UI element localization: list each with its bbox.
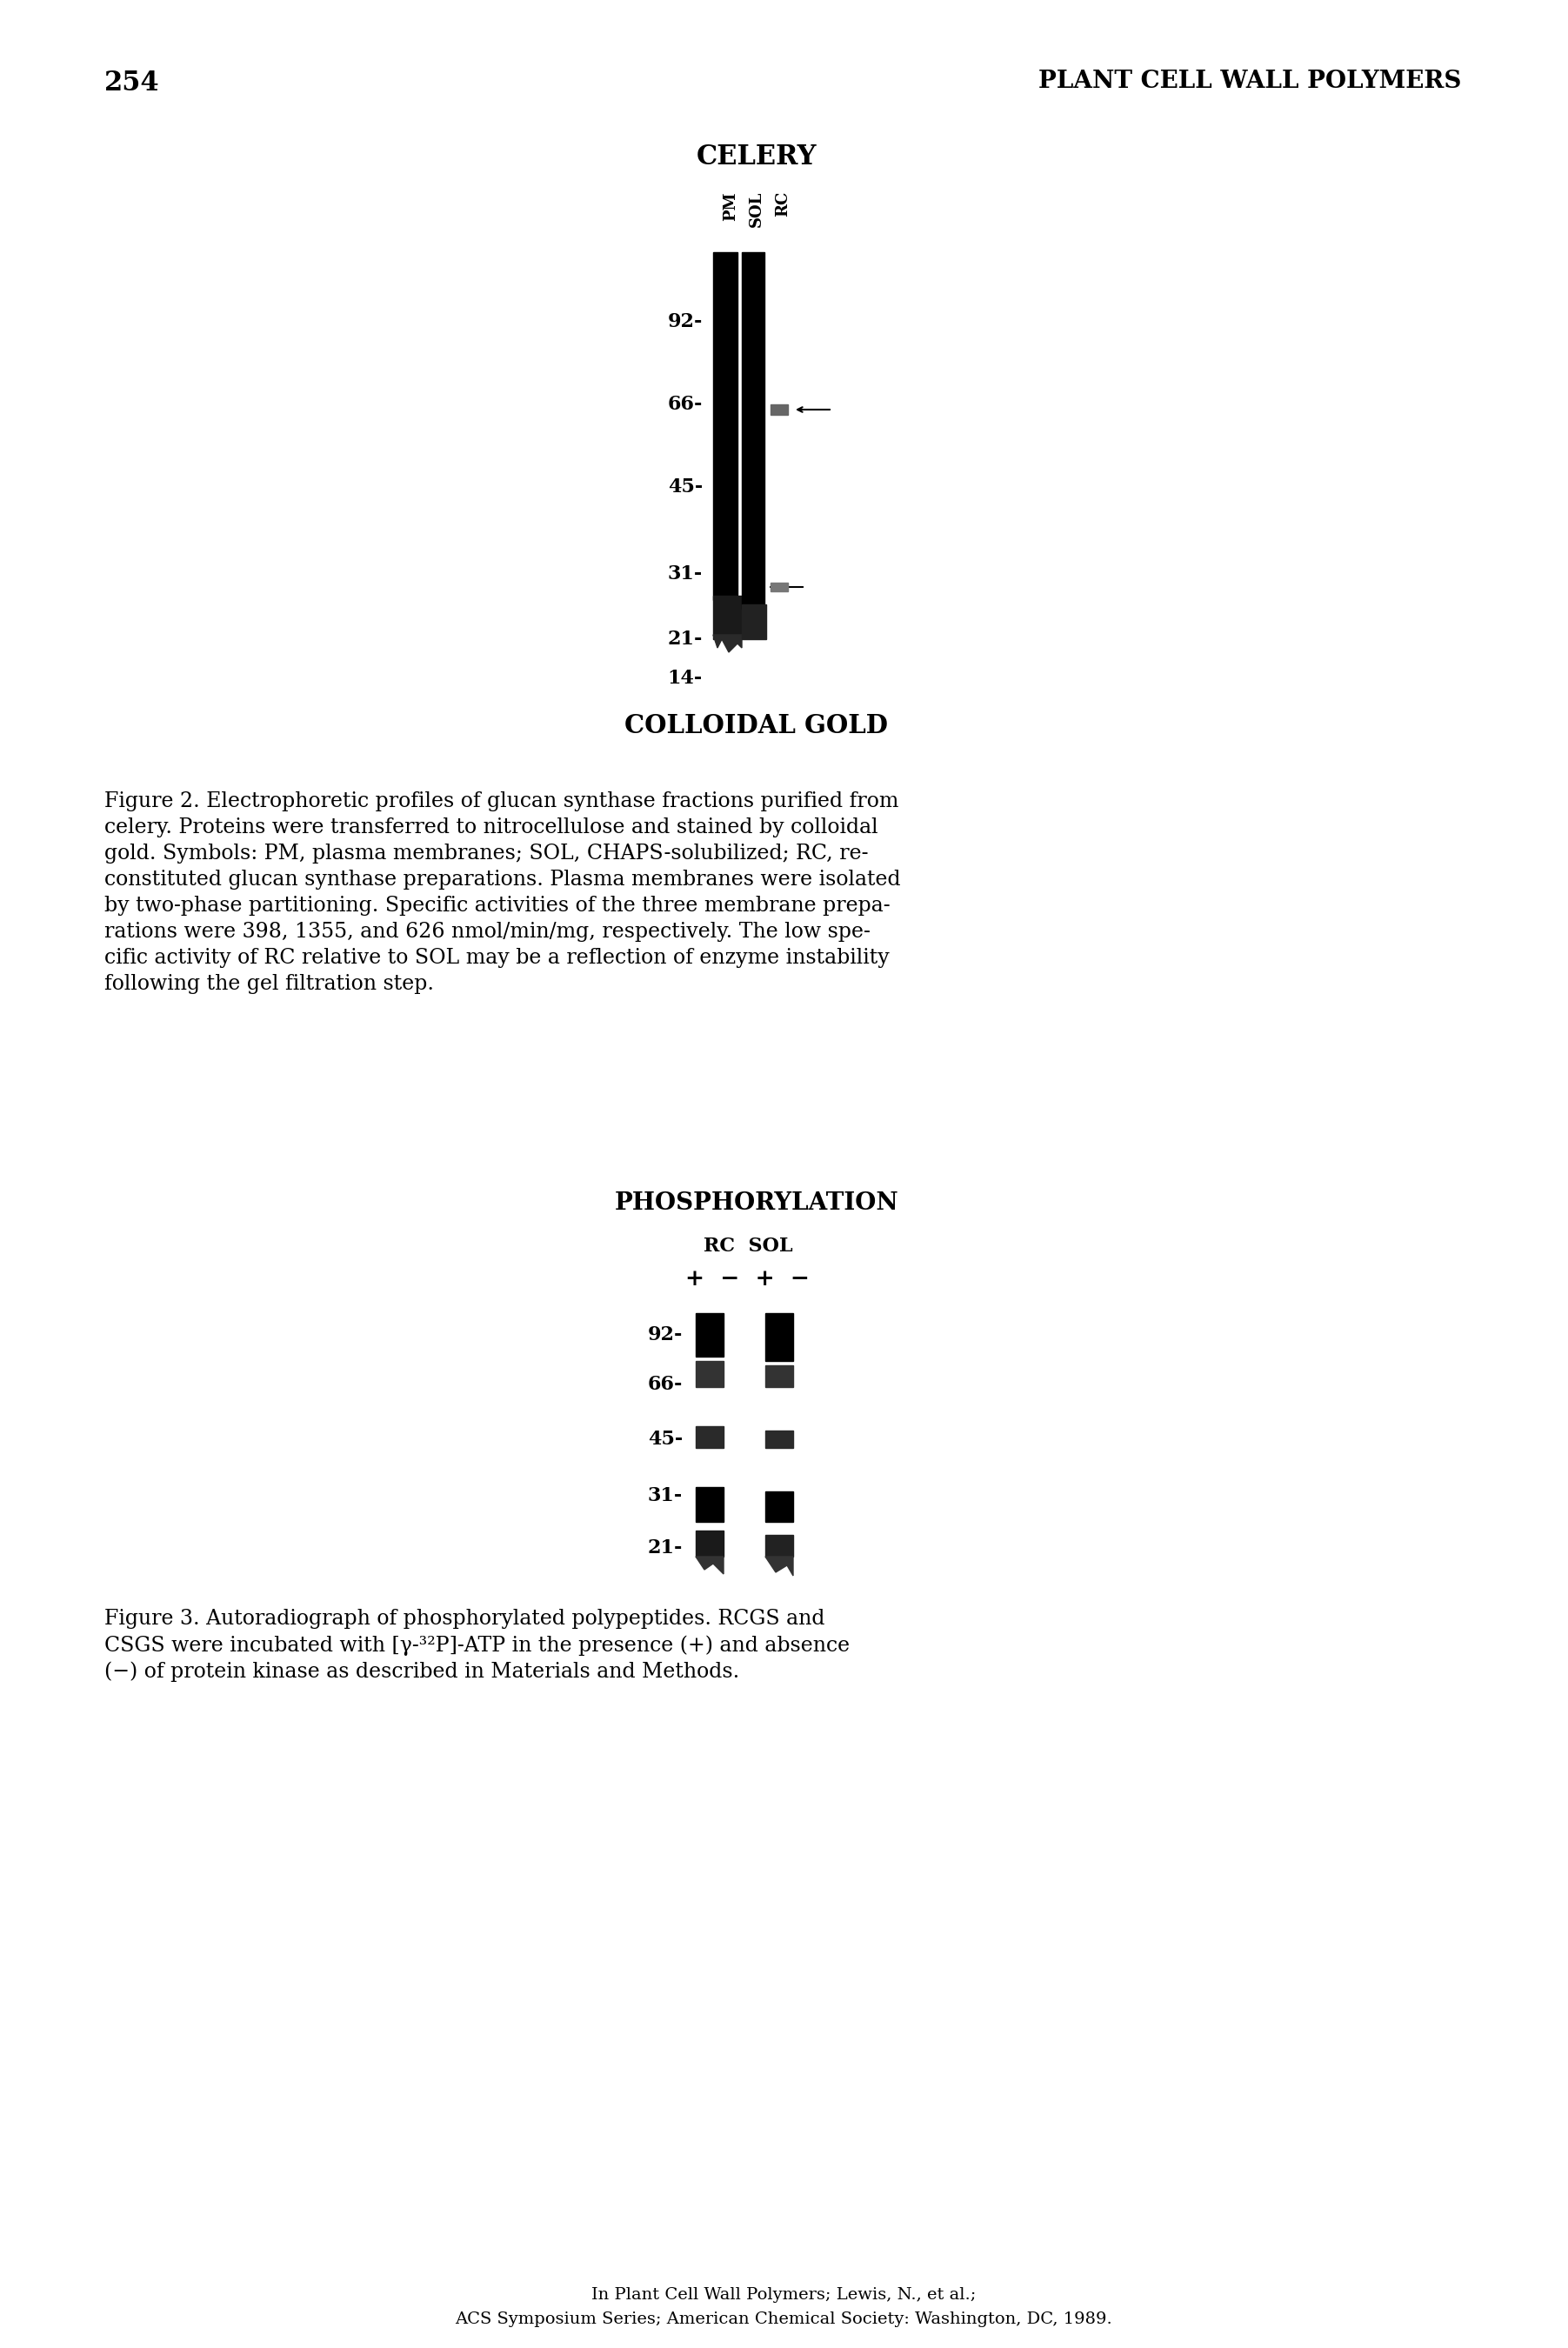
- Text: PHOSPHORYLATION: PHOSPHORYLATION: [615, 1190, 898, 1214]
- Bar: [696, 1486, 723, 1522]
- Bar: [742, 251, 765, 608]
- Text: Figure 3. Autoradiograph of phosphorylated polypeptides. RCGS and: Figure 3. Autoradiograph of phosphorylat…: [105, 1608, 825, 1630]
- Text: 21-: 21-: [648, 1538, 682, 1557]
- Text: gold. Symbols: PM, plasma membranes; SOL, CHAPS-solubilized; RC, re-: gold. Symbols: PM, plasma membranes; SOL…: [105, 843, 869, 864]
- Text: 45-: 45-: [648, 1430, 682, 1449]
- Text: In Plant Cell Wall Polymers; Lewis, N., et al.;: In Plant Cell Wall Polymers; Lewis, N., …: [591, 2287, 975, 2303]
- Text: CSGS were incubated with [γ-³²P]-ATP in the presence (+) and absence: CSGS were incubated with [γ-³²P]-ATP in …: [105, 1634, 850, 1655]
- Text: RC  SOL: RC SOL: [704, 1237, 792, 1256]
- Text: Figure 2. Electrophoretic profiles of glucan synthase fractions purified from: Figure 2. Electrophoretic profiles of gl…: [105, 791, 898, 812]
- Text: rations were 398, 1355, and 626 nmol/min/mg, respectively. The low spe-: rations were 398, 1355, and 626 nmol/min…: [105, 923, 870, 942]
- Text: PM: PM: [723, 190, 739, 221]
- Text: (−) of protein kinase as described in Materials and Methods.: (−) of protein kinase as described in Ma…: [105, 1660, 740, 1681]
- Polygon shape: [696, 1557, 723, 1573]
- Text: celery. Proteins were transferred to nitrocellulose and stained by colloidal: celery. Proteins were transferred to nit…: [105, 817, 878, 838]
- Bar: [696, 1425, 723, 1449]
- Text: 66-: 66-: [648, 1376, 682, 1395]
- Text: 254: 254: [105, 70, 160, 96]
- Text: 21-: 21-: [668, 629, 702, 648]
- Text: 92-: 92-: [668, 312, 702, 331]
- Text: constituted glucan synthase preparations. Plasma membranes were isolated: constituted glucan synthase preparations…: [105, 869, 900, 890]
- Bar: [696, 1362, 723, 1388]
- Bar: [713, 596, 742, 639]
- Text: 31-: 31-: [648, 1486, 682, 1505]
- Bar: [765, 1536, 793, 1557]
- Bar: [696, 1531, 723, 1557]
- Bar: [770, 582, 787, 592]
- Text: PLANT CELL WALL POLYMERS: PLANT CELL WALL POLYMERS: [1038, 70, 1461, 94]
- Text: COLLOIDAL GOLD: COLLOIDAL GOLD: [626, 714, 889, 737]
- Text: by two-phase partitioning. Specific activities of the three membrane prepa-: by two-phase partitioning. Specific acti…: [105, 895, 891, 916]
- Text: SOL: SOL: [750, 190, 765, 228]
- Text: following the gel filtration step.: following the gel filtration step.: [105, 974, 434, 993]
- Text: cific activity of RC relative to SOL may be a reflection of enzyme instability: cific activity of RC relative to SOL may…: [105, 949, 889, 967]
- Polygon shape: [713, 634, 742, 653]
- Bar: [765, 1430, 793, 1449]
- Text: ACS Symposium Series; American Chemical Society: Washington, DC, 1989.: ACS Symposium Series; American Chemical …: [455, 2310, 1112, 2327]
- Text: +  −  +  −: + − + −: [685, 1268, 811, 1289]
- Bar: [770, 404, 787, 416]
- Text: RC: RC: [775, 190, 790, 216]
- Bar: [765, 1313, 793, 1362]
- Bar: [765, 1491, 793, 1522]
- Bar: [713, 251, 737, 601]
- Text: 31-: 31-: [668, 564, 702, 585]
- Bar: [765, 1364, 793, 1388]
- Text: 92-: 92-: [648, 1324, 682, 1345]
- Text: 45-: 45-: [668, 477, 702, 495]
- Text: 14-: 14-: [668, 669, 702, 688]
- Polygon shape: [765, 1557, 793, 1576]
- Text: CELERY: CELERY: [696, 143, 817, 171]
- Text: 66-: 66-: [668, 394, 702, 413]
- Bar: [696, 1313, 723, 1357]
- Bar: [742, 603, 767, 639]
